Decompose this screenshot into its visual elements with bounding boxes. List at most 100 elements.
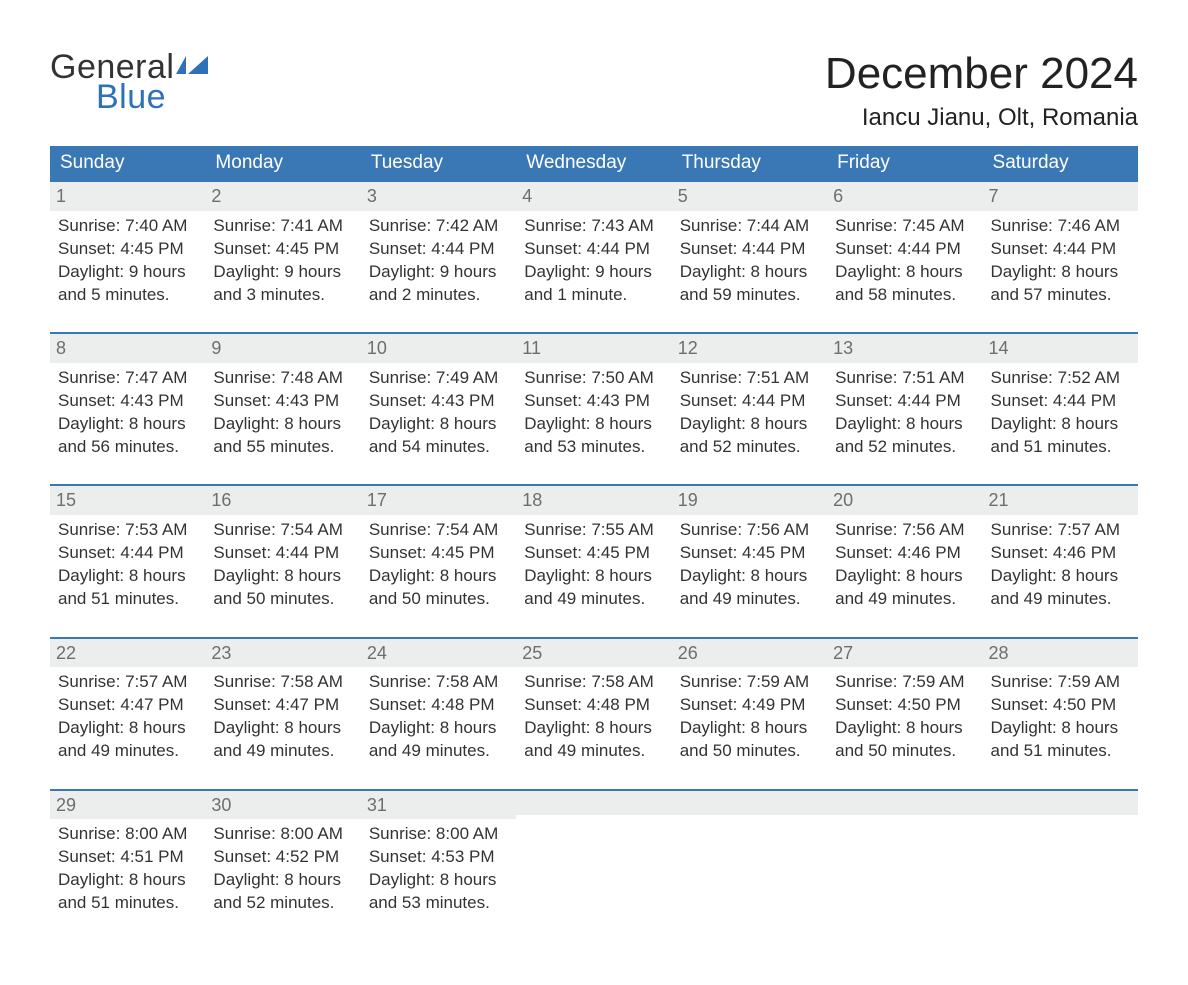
calendar: Sunday Monday Tuesday Wednesday Thursday… <box>50 146 1138 924</box>
dl2-text: and 50 minutes. <box>680 740 819 763</box>
calendar-cell: 16 Sunrise: 7:54 AMSunset: 4:44 PMDayligh… <box>205 486 360 620</box>
sunset-text: Sunset: 4:44 PM <box>369 238 508 261</box>
day-number: 14 <box>983 334 1138 362</box>
calendar-cell: 28Sunrise: 7:59 AMSunset: 4:50 PMDayligh… <box>983 639 1138 773</box>
sunrise-text: Sunrise: 7:43 AM <box>524 215 663 238</box>
sunset-text: Sunset: 4:46 PM <box>991 542 1130 565</box>
dl1-text: Daylight: 9 hours <box>213 261 352 284</box>
calendar-cell: 30Sunrise: 8:00 AMSunset: 4:52 PMDayligh… <box>205 791 360 925</box>
calendar-cell: 9Sunrise: 7:48 AMSunset: 4:43 PMDaylight… <box>205 334 360 468</box>
sunset-text: Sunset: 4:44 PM <box>835 390 974 413</box>
calendar-cell: 25Sunrise: 7:58 AMSunset: 4:48 PMDayligh… <box>516 639 671 773</box>
day-number: 7 <box>983 182 1138 210</box>
sunrise-text: Sunrise: 7:59 AM <box>680 671 819 694</box>
sunset-text: Sunset: 4:45 PM <box>680 542 819 565</box>
calendar-cell: 5Sunrise: 7:44 AMSunset: 4:44 PMDaylight… <box>672 182 827 316</box>
weekday-header: Wednesday <box>516 146 671 180</box>
dl1-text: Daylight: 8 hours <box>213 717 352 740</box>
dl1-text: Daylight: 8 hours <box>369 717 508 740</box>
sunrise-text: Sunrise: 7:58 AM <box>213 671 352 694</box>
dl2-text: and 49 minutes. <box>524 588 663 611</box>
sunset-text: Sunset: 4:52 PM <box>213 846 352 869</box>
sunset-text: Sunset: 4:50 PM <box>991 694 1130 717</box>
weekday-header: Sunday <box>50 146 205 180</box>
dl1-text: Daylight: 8 hours <box>369 413 508 436</box>
day-number: 30 <box>205 791 360 819</box>
day-number: 9 <box>205 334 360 362</box>
sunrise-text: Sunrise: 7:49 AM <box>369 367 508 390</box>
sunset-text: Sunset: 4:44 PM <box>680 390 819 413</box>
dl1-text: Daylight: 8 hours <box>991 565 1130 588</box>
weekday-header: Thursday <box>672 146 827 180</box>
sunset-text: Sunset: 4:43 PM <box>524 390 663 413</box>
sunset-text: Sunset: 4:45 PM <box>58 238 197 261</box>
sunrise-text: Sunrise: 8:00 AM <box>213 823 352 846</box>
dl1-text: Daylight: 8 hours <box>58 717 197 740</box>
dl2-text: and 51 minutes. <box>991 436 1130 459</box>
weekday-header-row: Sunday Monday Tuesday Wednesday Thursday… <box>50 146 1138 180</box>
day-number <box>983 791 1138 815</box>
sunrise-text: Sunrise: 8:00 AM <box>58 823 197 846</box>
sunrise-text: Sunrise: 7:46 AM <box>991 215 1130 238</box>
calendar-cell: 19Sunrise: 7:56 AMSunset: 4:45 PMDayligh… <box>672 486 827 620</box>
sunset-text: Sunset: 4:44 PM <box>991 390 1130 413</box>
sunrise-text: Sunrise: 7:55 AM <box>524 519 663 542</box>
sunset-text: Sunset: 4:44 PM <box>991 238 1130 261</box>
sunrise-text: Sunrise: 7:44 AM <box>680 215 819 238</box>
dl2-text: and 50 minutes. <box>369 588 508 611</box>
dl1-text: Daylight: 9 hours <box>369 261 508 284</box>
dl1-text: Daylight: 8 hours <box>991 261 1130 284</box>
month-title: December 2024 <box>825 50 1138 98</box>
sunrise-text: Sunrise: 7:57 AM <box>58 671 197 694</box>
dl1-text: Daylight: 8 hours <box>524 717 663 740</box>
sunrise-text: Sunrise: 7:54 AM <box>369 519 508 542</box>
sunset-text: Sunset: 4:43 PM <box>58 390 197 413</box>
dl1-text: Daylight: 8 hours <box>680 261 819 284</box>
sunrise-text: Sunrise: 7:54 AM <box>213 519 352 542</box>
dl2-text: and 51 minutes. <box>58 588 197 611</box>
dl1-text: Daylight: 8 hours <box>991 717 1130 740</box>
sunrise-text: Sunrise: 7:57 AM <box>991 519 1130 542</box>
sunrise-text: Sunrise: 7:52 AM <box>991 367 1130 390</box>
calendar-cell: 15Sunrise: 7:53 AMSunset: 4:44 PMDayligh… <box>50 486 205 620</box>
dl2-text: and 49 minutes. <box>369 740 508 763</box>
day-number: 17 <box>361 486 516 514</box>
day-number: 5 <box>672 182 827 210</box>
dl1-text: Daylight: 8 hours <box>213 565 352 588</box>
sunrise-text: Sunrise: 7:51 AM <box>835 367 974 390</box>
calendar-cell: 8Sunrise: 7:47 AMSunset: 4:43 PMDaylight… <box>50 334 205 468</box>
day-number: 12 <box>672 334 827 362</box>
sunrise-text: Sunrise: 7:42 AM <box>369 215 508 238</box>
dl2-text: and 51 minutes. <box>991 740 1130 763</box>
sunset-text: Sunset: 4:45 PM <box>369 542 508 565</box>
sunrise-text: Sunrise: 7:51 AM <box>680 367 819 390</box>
dl2-text: and 53 minutes. <box>369 892 508 915</box>
calendar-cell: 17Sunrise: 7:54 AMSunset: 4:45 PMDayligh… <box>361 486 516 620</box>
dl1-text: Daylight: 8 hours <box>680 565 819 588</box>
day-number: 19 <box>672 486 827 514</box>
dl1-text: Daylight: 8 hours <box>213 413 352 436</box>
calendar-cell: 12Sunrise: 7:51 AMSunset: 4:44 PMDayligh… <box>672 334 827 468</box>
dl1-text: Daylight: 8 hours <box>369 869 508 892</box>
sunrise-text: Sunrise: 7:40 AM <box>58 215 197 238</box>
day-number: 25 <box>516 639 671 667</box>
calendar-cell-empty <box>983 791 1138 925</box>
dl2-text: and 1 minute. <box>524 284 663 307</box>
dl1-text: Daylight: 9 hours <box>58 261 197 284</box>
sunset-text: Sunset: 4:44 PM <box>213 542 352 565</box>
day-number: 20 <box>827 486 982 514</box>
calendar-cell-empty <box>672 791 827 925</box>
calendar-cell: 26Sunrise: 7:59 AMSunset: 4:49 PMDayligh… <box>672 639 827 773</box>
calendar-cell: 11Sunrise: 7:50 AMSunset: 4:43 PMDayligh… <box>516 334 671 468</box>
dl2-text: and 3 minutes. <box>213 284 352 307</box>
calendar-week: 22Sunrise: 7:57 AMSunset: 4:47 PMDayligh… <box>50 637 1138 773</box>
sunrise-text: Sunrise: 7:58 AM <box>524 671 663 694</box>
sunset-text: Sunset: 4:43 PM <box>369 390 508 413</box>
dl2-text: and 49 minutes. <box>835 588 974 611</box>
day-number: 16 <box>205 486 360 514</box>
sunrise-text: Sunrise: 8:00 AM <box>369 823 508 846</box>
calendar-cell: 6Sunrise: 7:45 AMSunset: 4:44 PMDaylight… <box>827 182 982 316</box>
sunset-text: Sunset: 4:53 PM <box>369 846 508 869</box>
sunrise-text: Sunrise: 7:58 AM <box>369 671 508 694</box>
calendar-cell: 1Sunrise: 7:40 AMSunset: 4:45 PMDaylight… <box>50 182 205 316</box>
